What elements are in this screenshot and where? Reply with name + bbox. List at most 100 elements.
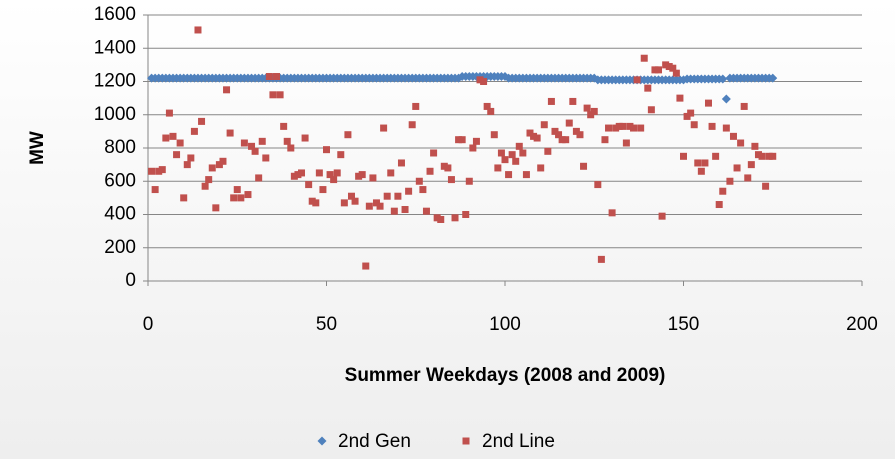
x-tick-label: 150 — [668, 314, 700, 335]
data-point — [483, 102, 491, 110]
data-point — [597, 255, 605, 263]
data-point — [330, 176, 338, 184]
data-point — [494, 164, 502, 172]
data-point — [387, 169, 395, 177]
data-point — [451, 214, 459, 222]
data-point — [726, 177, 734, 185]
data-point — [737, 139, 745, 147]
y-tick-label: 600 — [104, 170, 136, 191]
y-tick-label: 1000 — [94, 104, 136, 125]
data-point — [708, 122, 716, 130]
data-point — [208, 164, 216, 172]
data-point — [230, 194, 238, 202]
data-point — [555, 131, 563, 139]
data-point — [358, 171, 366, 179]
data-point — [176, 139, 184, 147]
data-point — [476, 76, 484, 84]
data-point — [558, 136, 566, 144]
data-point — [526, 129, 534, 137]
data-point — [301, 134, 309, 142]
data-point — [601, 136, 609, 144]
data-point — [319, 186, 327, 194]
data-point — [269, 91, 277, 99]
legend-label: 2nd Line — [482, 431, 555, 452]
data-point — [351, 197, 359, 205]
data-point — [194, 26, 202, 34]
data-point — [630, 124, 638, 132]
y-tick-label: 400 — [104, 204, 136, 225]
data-point — [676, 94, 684, 102]
data-point — [640, 54, 648, 62]
data-point — [283, 137, 291, 145]
x-axis-title: Summer Weekdays (2008 and 2009) — [345, 365, 666, 386]
data-point — [587, 111, 595, 119]
data-point — [704, 99, 712, 107]
data-point — [151, 186, 159, 194]
data-point — [287, 144, 295, 152]
data-point — [205, 176, 213, 184]
data-point — [419, 186, 427, 194]
data-point — [162, 134, 170, 142]
data-point — [251, 147, 259, 155]
data-point — [290, 172, 298, 180]
data-point — [426, 167, 434, 175]
data-point — [758, 152, 766, 160]
data-point — [721, 94, 731, 104]
data-point — [465, 177, 473, 185]
data-point — [440, 162, 448, 170]
y-tick-label: 1600 — [94, 4, 136, 25]
data-point — [662, 61, 670, 69]
data-point — [655, 66, 663, 74]
data-point — [580, 162, 588, 170]
data-point — [551, 127, 559, 135]
data-point — [273, 73, 281, 81]
data-point — [158, 166, 166, 174]
data-point — [180, 194, 188, 202]
data-point — [444, 164, 452, 172]
data-point — [669, 64, 677, 72]
data-point — [173, 151, 181, 159]
data-point — [694, 159, 702, 167]
data-point — [701, 159, 709, 167]
data-point — [583, 104, 591, 112]
data-point — [658, 212, 666, 220]
data-point — [308, 197, 316, 205]
data-point — [744, 174, 752, 182]
data-point — [576, 131, 584, 139]
data-point — [472, 137, 480, 145]
data-point — [248, 142, 256, 150]
data-point — [412, 102, 420, 110]
data-point — [615, 122, 623, 130]
data-point — [751, 142, 759, 150]
data-point — [505, 171, 513, 179]
legend-marker — [462, 437, 470, 445]
data-point — [626, 122, 634, 130]
data-point — [201, 182, 209, 190]
x-tick-label: 0 — [143, 314, 154, 335]
data-point — [226, 129, 234, 137]
data-point — [344, 131, 352, 139]
data-point — [169, 132, 177, 140]
data-point — [347, 192, 355, 200]
y-tick-label: 200 — [104, 237, 136, 258]
data-point — [237, 194, 245, 202]
y-tick-label: 0 — [125, 270, 136, 291]
data-point — [637, 124, 645, 132]
data-point — [383, 192, 391, 200]
data-point — [605, 124, 613, 132]
data-point — [497, 149, 505, 157]
data-point — [190, 127, 198, 135]
data-point — [355, 172, 363, 180]
data-point — [337, 151, 345, 159]
data-point — [408, 121, 416, 129]
data-point — [687, 109, 695, 117]
data-point — [508, 151, 516, 159]
data-point — [326, 171, 334, 179]
data-point — [233, 186, 241, 194]
data-point — [183, 161, 191, 169]
data-point — [298, 169, 306, 177]
data-point — [665, 63, 673, 71]
data-point — [544, 147, 552, 155]
data-point — [680, 152, 687, 160]
